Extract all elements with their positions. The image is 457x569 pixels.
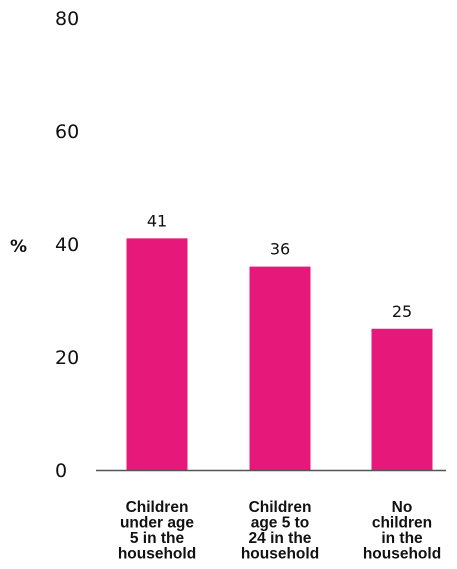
category-labels-group: Children under age 5 in the householdChildr… (118, 499, 441, 563)
category-label-line: household (363, 546, 441, 563)
category-label: Children under age 5 in the household (118, 499, 196, 563)
y-axis-ticks: 0 20 40 60 80 (55, 8, 79, 482)
category-label-line: age 5 to (251, 515, 310, 532)
y-axis-unit-label: % (10, 237, 27, 257)
category-label-line: under age (120, 515, 194, 532)
category-label-line: Children (126, 499, 189, 516)
y-tick-label: 40 (55, 234, 79, 256)
category-label: No children in the household (363, 499, 441, 563)
bar (249, 266, 311, 470)
category-label-line: children (372, 515, 432, 532)
category-label-line: No (392, 499, 413, 516)
bars-group (126, 238, 433, 470)
category-label-line: household (241, 546, 319, 563)
bar-value-label: 36 (270, 240, 290, 259)
bar (371, 328, 433, 470)
y-tick-label: 20 (55, 347, 79, 369)
category-label-line: 24 in the (249, 530, 312, 547)
y-tick-label: 80 (55, 8, 79, 30)
category-label-line: Children (249, 499, 312, 516)
data-labels-group: 41 36 25 (147, 211, 412, 320)
y-tick-label: 60 (55, 121, 79, 143)
bar (126, 238, 188, 470)
category-label: Children age 5 to 24 in the household (241, 499, 319, 563)
y-tick-label: 0 (55, 460, 67, 482)
category-label-line: 5 in the (130, 530, 185, 547)
category-label-line: household (118, 546, 196, 563)
category-label-line: in the (381, 530, 423, 547)
bar-value-label: 41 (147, 211, 167, 230)
bar-value-label: 25 (392, 302, 412, 321)
